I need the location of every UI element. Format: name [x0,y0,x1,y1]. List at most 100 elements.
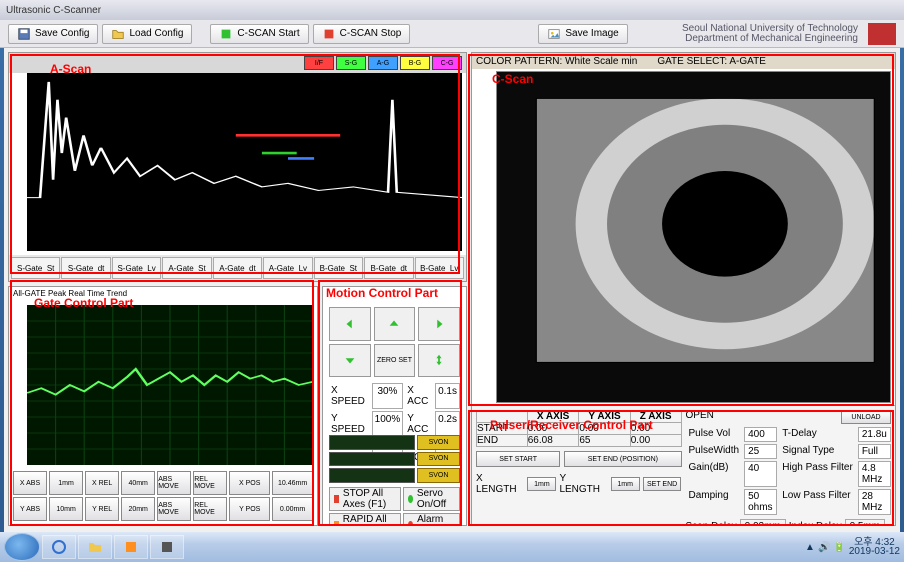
set-end-position-button[interactable]: SET END (POSITION) [564,451,681,467]
xpos-label: X POS [229,471,270,495]
svon-x[interactable]: SVON [417,435,460,450]
tab-agate-st[interactable]: A-Gate_St [162,257,211,279]
servo-row: SVON SVON SVON [329,435,460,483]
start-button[interactable] [4,533,40,561]
unload-button[interactable]: UNLOAD [841,410,891,424]
hpf-input[interactable]: 4.8 MHz [858,461,891,487]
open-label: OPEN [686,410,714,424]
xrel-val[interactable]: 40mm [121,471,155,495]
xrel-label: X REL [85,471,119,495]
signaltype-input[interactable]: Full [858,444,891,459]
pulsewidth-input[interactable]: 25 [744,444,777,459]
gate-sg[interactable]: S-G [336,56,366,70]
ypos-label: Y POS [229,497,270,521]
tab-bgate-lv[interactable]: B-Gate_Lv [415,257,464,279]
play-icon [219,27,233,41]
led-y [329,452,415,467]
cscan-panel: COLOR PATTERN: White Scale min GATE SELE… [471,52,896,526]
cscan-stop-button[interactable]: C-SCAN Stop [313,24,411,44]
task-ie[interactable] [42,535,76,559]
uni-line2: Department of Mechanical Engineering [682,34,858,44]
yabs-val[interactable]: 10mm [49,497,83,521]
load-config-button[interactable]: Load Config [102,24,192,44]
tab-bgate-dt[interactable]: B-Gate_dt [364,257,413,279]
task-media[interactable] [114,535,148,559]
gate-bg[interactable]: B-G [400,56,430,70]
ascan-panel: I/F S-G A-G B-G C-G S-Gate_St S-Gate_dt … [8,52,467,282]
scandelay-input[interactable]: 0.02mm [740,519,786,526]
yacc-input[interactable]: 0.2s [435,411,460,437]
damping-input[interactable]: 50 ohms [744,489,777,515]
yrel-label: Y REL [85,497,119,521]
system-tray[interactable]: ▲🔊🔋 오후 4:32 2019-03-12 [805,538,900,556]
xabsmove-button[interactable]: ABS MOVE [157,471,191,495]
pulsevol-input[interactable]: 400 [744,427,777,442]
xlength-label: X LENGTH [476,473,524,495]
lpf-input[interactable]: 28 MHz [858,489,891,515]
xacc-input[interactable]: 0.1s [435,383,460,409]
tab-agate-lv[interactable]: A-Gate_Lv [263,257,312,279]
jog-yplus[interactable] [374,307,416,341]
set-end-button[interactable]: SET END [643,477,682,491]
gate-chart [27,305,313,465]
cscan-start-button[interactable]: C-SCAN Start [210,24,308,44]
taskbar: ▲🔊🔋 오후 4:32 2019-03-12 [0,532,904,562]
xpos-val: 10.46mm [272,471,313,495]
svon-z[interactable]: SVON [417,468,460,483]
yrel-val[interactable]: 20mm [121,497,155,521]
tab-agate-dt[interactable]: A-Gate_dt [213,257,262,279]
btn-label: C-SCAN Start [237,28,299,39]
tab-sgate-lv[interactable]: S-Gate_Lv [112,257,161,279]
cscan-colorpattern: COLOR PATTERN: White Scale min [476,56,637,67]
gate-cg[interactable]: C-G [432,56,462,70]
save-image-button[interactable]: Save Image [538,24,627,44]
ypos-val: 0.00mm [272,497,313,521]
workspace: I/F S-G A-G B-G C-G S-Gate_St S-Gate_dt … [4,48,900,532]
jog-xplus[interactable] [418,307,460,341]
alarm-reset-button[interactable]: Alarm Reset [403,513,460,526]
yrelmove-button[interactable]: REL MOVE [193,497,227,521]
motion-panel: ZERO SET X SPEED30%X ACC0.1s Y SPEED100%… [322,286,467,526]
led-icon [408,495,413,503]
yspeed-input[interactable]: 100% [372,411,404,437]
gate-if[interactable]: I/F [304,56,334,70]
tab-sgate-st[interactable]: S-Gate_St [11,257,60,279]
stop-icon [322,27,336,41]
jog-zeroset[interactable]: ZERO SET [374,344,416,378]
btn-label: Save Image [565,28,618,39]
btn-label: Load Config [129,28,183,39]
svon-y[interactable]: SVON [417,452,460,467]
tab-sgate-dt[interactable]: S-Gate_dt [61,257,110,279]
indexdelay-input[interactable]: 0.5mm [845,519,886,526]
tdelay-input[interactable]: 21.8u [858,427,891,442]
xlength-value[interactable]: 1mm [527,477,556,491]
pulser-params: OPEN UNLOAD Pulse Vol400T-Delay21.8u Pul… [686,410,892,526]
image-icon [547,27,561,41]
xrelmove-button[interactable]: REL MOVE [193,471,227,495]
tab-bgate-st[interactable]: B-Gate_St [314,257,363,279]
stop-all-button[interactable]: STOP All Axes (F1) [329,487,401,511]
task-app[interactable] [150,535,184,559]
axes-block: X AXISY AXISZ AXIS START0.000.000.00 END… [476,410,682,526]
cscan-topbar: COLOR PATTERN: White Scale min GATE SELE… [472,53,895,69]
rapid-all-button[interactable]: RAPID All Axes (F2) [329,513,401,526]
row-end: END [477,435,528,447]
save-config-button[interactable]: Save Config [8,24,98,44]
gain-input[interactable]: 40 [744,461,777,487]
servo-onoff-button[interactable]: Servo On/Off [403,487,460,511]
set-start-button[interactable]: SET START [476,451,560,467]
ascan-tabs: S-Gate_St S-Gate_dt S-Gate_Lv A-Gate_St … [9,255,466,281]
xspeed-input[interactable]: 30% [372,383,404,409]
rapid-icon [334,521,339,526]
gate-ag[interactable]: A-G [368,56,398,70]
yabsmove-button[interactable]: ABS MOVE [157,497,191,521]
task-explorer[interactable] [78,535,112,559]
xabs-val[interactable]: 1mm [49,471,83,495]
ylength-value[interactable]: 1mm [611,477,640,491]
logo [868,23,896,45]
gate-title: All-GATE Peak Real Time Trend [13,289,127,298]
led-x [329,435,415,450]
jog-z[interactable] [418,344,460,378]
jog-yminus[interactable] [329,344,371,378]
jog-xminus[interactable] [329,307,371,341]
